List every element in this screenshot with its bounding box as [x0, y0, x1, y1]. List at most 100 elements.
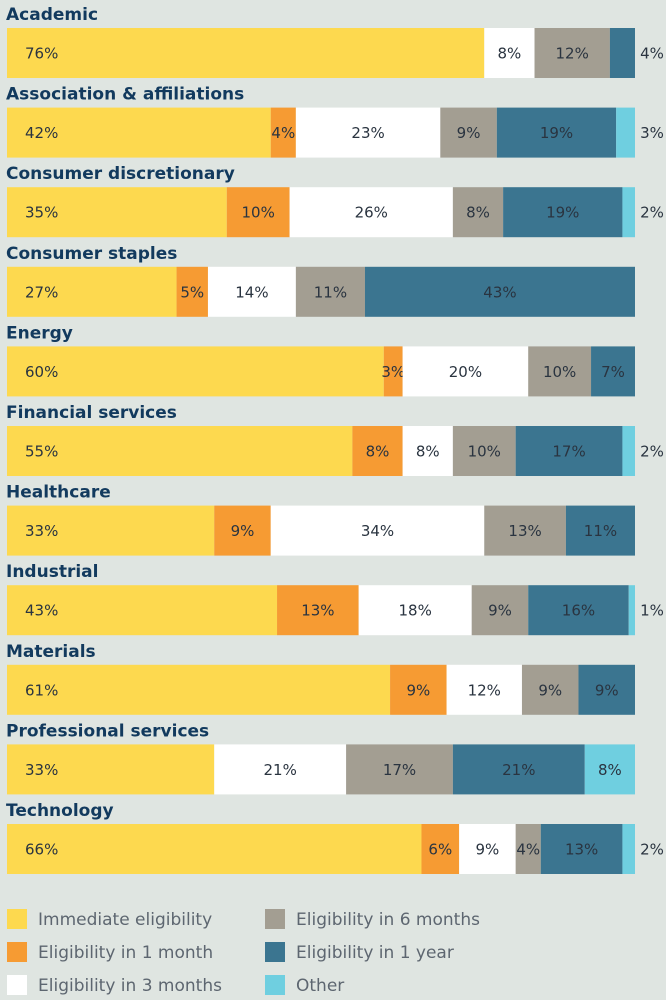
value-label: 18% — [399, 602, 432, 620]
category-label: Financial services — [6, 403, 177, 423]
value-label: 1% — [640, 602, 664, 620]
value-label: 3% — [381, 363, 405, 381]
bar-segment — [176, 266, 208, 317]
legend-label: Eligibility in 6 months — [296, 910, 480, 930]
value-label: 21% — [264, 761, 297, 779]
legend-label: Immediate eligibility — [38, 910, 212, 930]
value-label: 9% — [457, 124, 481, 142]
value-label: 4% — [271, 124, 295, 142]
value-label: 9% — [231, 522, 255, 540]
value-label: 19% — [540, 124, 573, 142]
bar-segment — [484, 505, 566, 556]
value-label: 35% — [25, 204, 58, 222]
category-label: Technology — [6, 801, 114, 821]
bar-segment — [270, 107, 296, 158]
category-label: Academic — [6, 5, 98, 25]
bar-segment — [528, 585, 629, 636]
bar-segment — [421, 824, 460, 874]
value-label: 9% — [406, 681, 430, 699]
bar-segment — [484, 28, 535, 78]
value-label: 8% — [466, 204, 490, 222]
bar-segment — [7, 744, 215, 795]
value-label: 42% — [25, 124, 58, 142]
value-label: 6% — [428, 841, 452, 859]
bar-segment — [358, 585, 472, 636]
value-label: 17% — [552, 443, 585, 461]
bar-segment — [591, 346, 635, 397]
value-label: 8% — [416, 443, 440, 461]
bar-segment — [383, 346, 403, 397]
bar-segment — [7, 426, 353, 476]
bar-segment — [446, 664, 522, 715]
value-label: 13% — [565, 841, 598, 859]
value-label: 7% — [601, 363, 625, 381]
value-label: 13% — [301, 602, 334, 620]
value-label: 14% — [235, 283, 268, 301]
value-label: 27% — [25, 283, 58, 301]
bar-segment — [214, 744, 347, 795]
bar-segment — [7, 585, 278, 636]
value-label: 20% — [449, 363, 482, 381]
value-label: 9% — [595, 681, 619, 699]
value-label: 66% — [25, 841, 58, 859]
bar-segment — [452, 187, 504, 238]
bar-segment — [7, 107, 271, 158]
value-label: 16% — [562, 602, 595, 620]
value-label: 10% — [242, 204, 275, 222]
value-label: 26% — [355, 204, 388, 222]
value-label: 23% — [351, 124, 384, 142]
bar-segment — [7, 346, 384, 397]
category-label: Association & affiliations — [6, 85, 244, 105]
value-label: 17% — [383, 761, 416, 779]
value-label: 9% — [488, 602, 512, 620]
legend-swatch — [7, 942, 27, 962]
value-label: 2% — [640, 443, 664, 461]
legend-swatch — [265, 942, 285, 962]
legend-swatch — [265, 909, 285, 929]
value-label: 4% — [640, 45, 664, 63]
bar-segment — [295, 266, 365, 317]
bar-segment — [7, 664, 391, 715]
value-label: 11% — [314, 283, 347, 301]
bar-segment — [528, 346, 592, 397]
value-label: 3% — [640, 124, 664, 142]
bar-segment — [578, 664, 635, 715]
bar-segment — [7, 187, 227, 238]
bar-segment — [346, 744, 453, 795]
bar-segment — [622, 824, 635, 874]
value-label: 8% — [598, 761, 622, 779]
bar-segment — [7, 266, 177, 317]
value-label: 2% — [640, 204, 664, 222]
bar-segment — [402, 346, 529, 397]
bar-segment — [515, 426, 623, 476]
value-label: 55% — [25, 443, 58, 461]
bar-segment — [622, 187, 635, 238]
value-label: 4% — [516, 841, 540, 859]
bar-segment — [616, 107, 635, 158]
value-label: 19% — [546, 204, 579, 222]
category-label: Consumer staples — [6, 244, 177, 264]
value-label: 33% — [25, 761, 58, 779]
value-label: 2% — [640, 841, 664, 859]
category-label: Consumer discretionary — [6, 164, 235, 184]
legend-swatch — [7, 909, 27, 929]
bar-segment — [440, 107, 497, 158]
value-label: 33% — [25, 522, 58, 540]
bar-segment — [503, 187, 623, 238]
bar-segment — [459, 824, 516, 874]
value-label: 76% — [25, 45, 58, 63]
category-label: Industrial — [6, 562, 98, 582]
bar-segment — [521, 664, 579, 715]
value-label: 10% — [543, 363, 576, 381]
legend-label: Eligibility in 3 months — [38, 976, 222, 996]
bar-segment — [226, 187, 290, 238]
bar-segment — [7, 28, 485, 78]
value-label: 34% — [361, 522, 394, 540]
value-label: 12% — [468, 681, 501, 699]
bar-segment — [496, 107, 617, 158]
value-label: 8% — [366, 443, 390, 461]
bar-segment — [207, 266, 296, 317]
value-label: 21% — [502, 761, 535, 779]
value-label: 61% — [25, 681, 58, 699]
